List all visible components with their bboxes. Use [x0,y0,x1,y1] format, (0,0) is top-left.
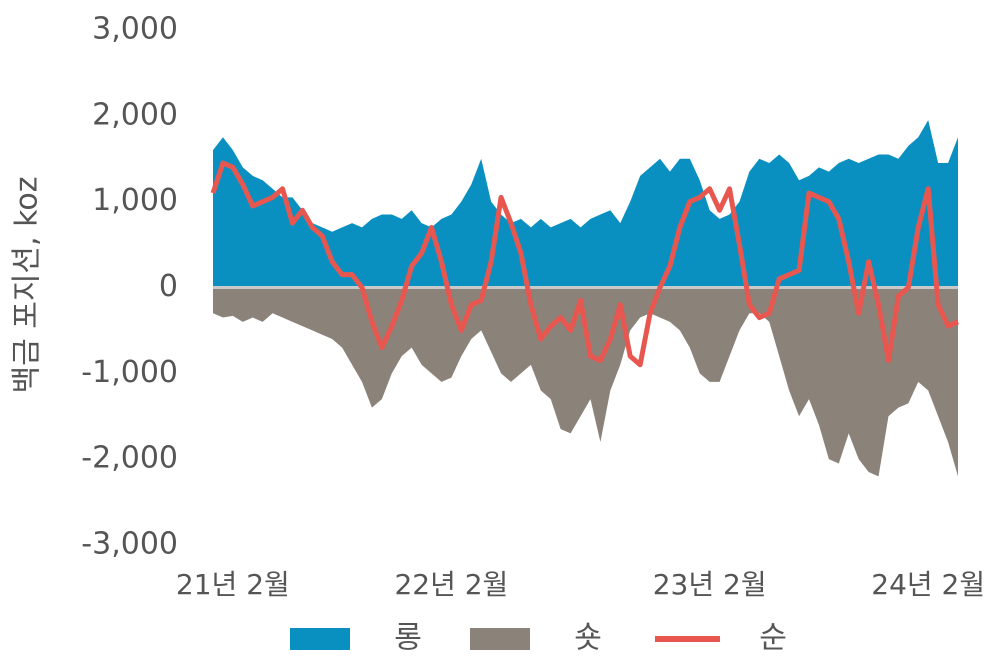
y-tick-label: -2,000 [81,441,178,476]
y-tick-label: 1,000 [92,183,178,218]
x-tick-label: 21년 2월 [176,568,290,601]
x-tick-label: 24년 2월 [871,568,985,601]
y-tick-label: -1,000 [81,355,178,390]
x-tick-label: 23년 2월 [653,568,767,601]
legend-label: 숏 [574,621,602,656]
y-axis-label: 백금 포지션, koz [10,176,45,393]
legend-swatch [290,628,350,650]
y-tick-label: 0 [159,269,178,304]
y-tick-label: -3,000 [81,527,178,562]
area [213,287,958,477]
line [210,160,959,368]
y-tick-label: 2,000 [92,97,178,132]
legend-label: 순 [759,621,787,656]
x-tick-label: 22년 2월 [394,568,508,601]
y-tick-label: 3,000 [92,12,178,47]
legend-swatch [470,628,530,650]
area [213,120,958,288]
legend-label: 롱 [394,621,422,656]
